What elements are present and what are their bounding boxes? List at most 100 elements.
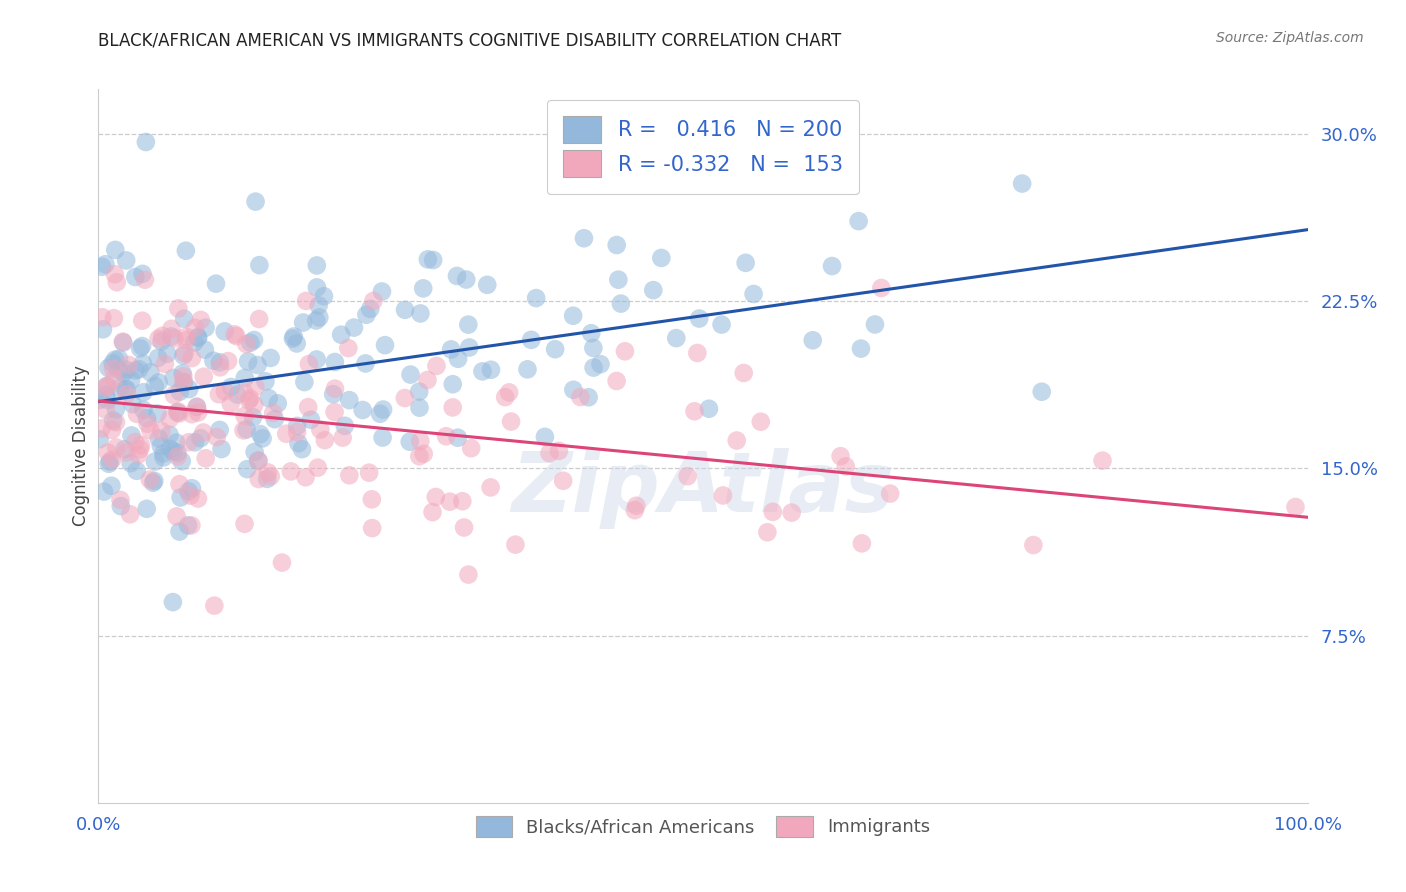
Point xyxy=(359,301,381,316)
Point xyxy=(127,448,149,462)
Point xyxy=(851,536,873,550)
Point xyxy=(624,503,647,517)
Point xyxy=(125,464,148,478)
Point xyxy=(447,431,470,445)
Point xyxy=(94,380,117,394)
Point xyxy=(257,466,280,480)
Point xyxy=(156,347,179,361)
Point xyxy=(305,280,328,294)
Point xyxy=(245,380,267,394)
Point xyxy=(505,538,527,552)
Point xyxy=(453,520,475,534)
Point xyxy=(256,472,278,486)
Point xyxy=(173,346,195,360)
Point xyxy=(298,357,321,371)
Point xyxy=(90,421,112,435)
Point xyxy=(697,401,720,416)
Point xyxy=(610,296,633,310)
Point xyxy=(170,454,193,468)
Point xyxy=(101,361,124,376)
Point xyxy=(309,423,332,437)
Point xyxy=(134,273,156,287)
Point xyxy=(446,268,468,283)
Point xyxy=(104,415,127,429)
Point xyxy=(132,356,155,370)
Point xyxy=(167,301,190,316)
Point xyxy=(159,442,181,456)
Point xyxy=(162,371,184,385)
Point xyxy=(409,434,432,448)
Point xyxy=(322,387,344,401)
Point xyxy=(187,405,209,419)
Point xyxy=(440,343,463,357)
Point xyxy=(688,311,710,326)
Point xyxy=(128,362,150,376)
Point xyxy=(239,335,262,350)
Point xyxy=(398,434,420,449)
Point xyxy=(124,363,146,377)
Point xyxy=(683,404,706,418)
Point xyxy=(285,425,308,439)
Point xyxy=(359,466,381,480)
Point xyxy=(295,293,318,308)
Point xyxy=(184,320,207,334)
Point xyxy=(360,492,382,507)
Point xyxy=(238,393,260,408)
Point xyxy=(285,336,308,351)
Point xyxy=(177,435,200,450)
Point xyxy=(749,415,772,429)
Point xyxy=(262,406,284,420)
Point xyxy=(160,329,183,343)
Point xyxy=(710,318,733,332)
Point xyxy=(180,407,202,421)
Point xyxy=(361,521,384,535)
Point xyxy=(243,445,266,459)
Point xyxy=(1011,177,1033,191)
Point xyxy=(225,329,247,343)
Point xyxy=(280,464,302,478)
Point xyxy=(297,400,319,414)
Point xyxy=(582,360,605,375)
Point xyxy=(208,423,231,437)
Point xyxy=(524,291,547,305)
Point xyxy=(572,231,595,245)
Point xyxy=(209,360,232,375)
Point xyxy=(162,444,184,458)
Point xyxy=(257,391,280,405)
Point xyxy=(173,376,195,390)
Point xyxy=(292,375,315,389)
Point xyxy=(337,468,360,483)
Point xyxy=(202,599,225,613)
Point xyxy=(520,333,543,347)
Point xyxy=(166,446,188,460)
Point xyxy=(308,298,330,312)
Point xyxy=(217,354,239,368)
Point xyxy=(252,431,274,445)
Point xyxy=(725,434,748,448)
Point xyxy=(104,243,127,257)
Point xyxy=(166,405,188,419)
Point xyxy=(167,404,190,418)
Point xyxy=(93,484,115,499)
Point xyxy=(457,567,479,582)
Point xyxy=(352,403,374,417)
Y-axis label: Cognitive Disability: Cognitive Disability xyxy=(72,366,90,526)
Point xyxy=(139,423,162,437)
Point xyxy=(260,469,283,483)
Point xyxy=(479,363,502,377)
Point xyxy=(112,366,135,380)
Point xyxy=(136,417,159,431)
Point xyxy=(606,238,628,252)
Point xyxy=(333,418,356,433)
Point xyxy=(477,277,499,292)
Point xyxy=(115,387,138,401)
Point xyxy=(643,283,665,297)
Point xyxy=(129,438,152,452)
Point xyxy=(516,362,538,376)
Point xyxy=(337,393,360,408)
Point xyxy=(538,446,561,460)
Point xyxy=(534,430,557,444)
Point xyxy=(112,335,135,350)
Point xyxy=(173,311,195,326)
Point xyxy=(356,308,378,322)
